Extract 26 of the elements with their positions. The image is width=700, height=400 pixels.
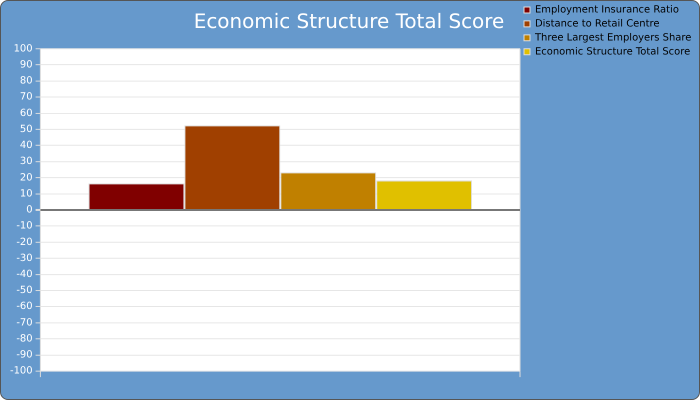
legend-label: Distance to Retail Centre xyxy=(534,18,660,30)
y-tick-label: 10 xyxy=(20,188,33,200)
y-tick-label: 80 xyxy=(20,76,33,87)
y-tick-label: -30 xyxy=(16,252,33,264)
legend-label: Economic Structure Total Score xyxy=(534,46,690,58)
y-tick-label: -90 xyxy=(16,350,33,361)
y-tick-label: 90 xyxy=(20,59,33,70)
y-tick-label: 60 xyxy=(20,108,33,119)
y-tick-label: -70 xyxy=(16,317,33,328)
y-tick-label: 20 xyxy=(20,172,33,184)
legend-label: Three Largest Employers Share xyxy=(534,32,692,44)
y-tick-label: -80 xyxy=(16,333,33,344)
y-tick-label: 70 xyxy=(20,92,33,103)
y-tick-label: 50 xyxy=(20,124,33,135)
y-tick-label: 0 xyxy=(26,204,33,216)
y-tick-label: -20 xyxy=(16,236,33,248)
y-tick-label: -40 xyxy=(16,269,33,280)
y-tick-label: 30 xyxy=(20,156,33,168)
y-tick-label: -10 xyxy=(16,220,33,232)
y-tick-label: 40 xyxy=(20,140,33,152)
legend-label: Employment Insurance Ratio xyxy=(534,4,679,16)
y-tick-label: -100 xyxy=(10,366,33,377)
y-tick-label: 100 xyxy=(14,43,33,54)
y-tick-label: -60 xyxy=(16,301,33,312)
y-tick-label: -50 xyxy=(16,285,33,296)
chart-title: Economic Structure Total Score xyxy=(194,10,504,34)
